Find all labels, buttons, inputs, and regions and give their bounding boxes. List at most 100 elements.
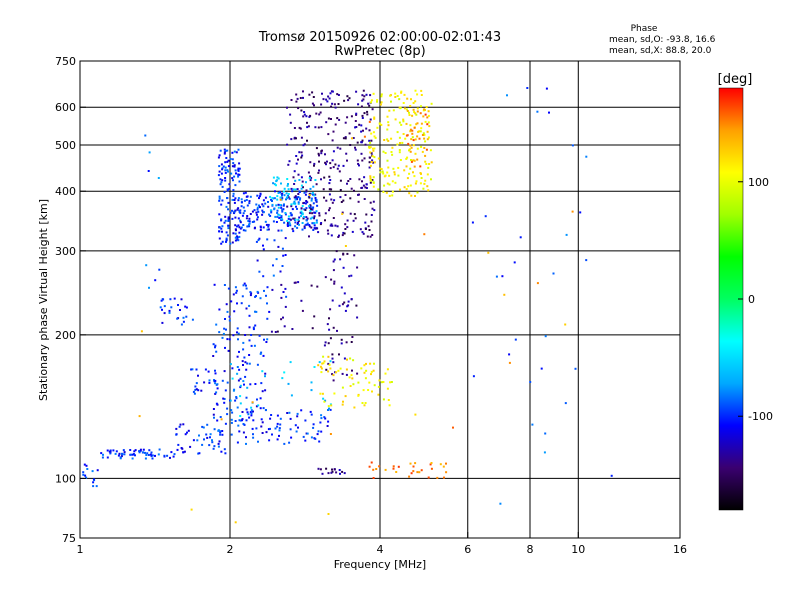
data-point — [239, 211, 242, 214]
data-point — [323, 196, 325, 199]
data-point — [308, 194, 311, 196]
data-point — [352, 219, 355, 222]
data-point — [277, 229, 280, 232]
data-point — [290, 138, 293, 141]
data-point — [248, 223, 250, 226]
data-point — [234, 184, 237, 187]
data-point — [331, 468, 333, 471]
data-point — [229, 363, 232, 366]
data-point — [204, 368, 207, 371]
data-point — [262, 211, 265, 214]
data-point — [318, 440, 321, 443]
data-point — [227, 170, 229, 173]
data-point — [292, 230, 295, 233]
data-point — [370, 220, 373, 223]
y-tick-label: 300 — [55, 245, 76, 258]
data-point — [339, 367, 342, 370]
data-point — [281, 265, 284, 267]
data-point — [424, 140, 427, 143]
data-point — [285, 192, 288, 195]
y-tick-label: 200 — [55, 329, 76, 342]
data-point — [267, 201, 269, 203]
data-point — [276, 414, 279, 417]
data-point — [409, 184, 412, 187]
x-tick-label: 2 — [227, 543, 234, 556]
data-point — [501, 275, 504, 278]
data-point — [365, 127, 368, 130]
data-point — [235, 151, 238, 154]
data-point — [357, 381, 360, 384]
data-point — [242, 284, 245, 287]
data-point — [201, 443, 204, 446]
data-point — [317, 467, 320, 470]
data-point — [345, 373, 348, 376]
data-point — [331, 470, 334, 473]
data-point — [357, 193, 359, 196]
data-point — [324, 341, 327, 344]
data-point — [408, 114, 411, 116]
data-point — [134, 449, 137, 452]
data-point — [361, 117, 364, 119]
data-point — [585, 155, 588, 158]
data-point — [424, 179, 427, 182]
data-point — [179, 309, 181, 311]
data-point — [357, 200, 360, 203]
data-point — [310, 389, 313, 392]
data-point — [373, 117, 376, 120]
data-point — [305, 216, 308, 219]
data-point — [565, 233, 568, 236]
data-point — [223, 221, 226, 224]
data-point — [380, 95, 383, 98]
data-point — [237, 173, 240, 176]
data-point — [344, 245, 347, 247]
data-point — [324, 219, 326, 222]
data-point — [318, 169, 320, 172]
data-point — [368, 104, 371, 107]
data-point — [311, 207, 314, 210]
data-point — [309, 187, 312, 190]
data-point — [365, 93, 368, 96]
data-point — [382, 172, 385, 175]
data-point — [430, 102, 433, 105]
data-point — [225, 303, 228, 306]
data-point — [269, 209, 272, 212]
data-point — [282, 316, 284, 319]
data-point — [301, 228, 304, 231]
data-point — [212, 408, 215, 410]
data-point — [343, 472, 346, 475]
data-point — [348, 132, 351, 135]
data-point — [198, 434, 200, 437]
data-point — [248, 222, 251, 225]
data-point — [361, 94, 364, 97]
data-point — [271, 197, 274, 199]
data-point — [281, 192, 284, 195]
data-point — [225, 239, 228, 242]
data-point — [248, 314, 251, 317]
data-point — [471, 221, 474, 224]
data-point — [392, 465, 395, 468]
data-point — [368, 146, 371, 149]
data-point — [368, 129, 371, 132]
data-point — [362, 389, 365, 392]
data-point — [369, 175, 372, 178]
data-point — [280, 229, 283, 232]
data-point — [227, 208, 229, 211]
data-point — [427, 136, 430, 139]
data-point — [214, 344, 217, 347]
data-point — [362, 129, 364, 132]
data-point — [245, 217, 248, 220]
data-point — [423, 137, 426, 140]
data-point — [313, 222, 316, 225]
data-point — [372, 161, 375, 164]
data-point — [218, 170, 221, 173]
data-point — [233, 175, 236, 178]
data-point — [296, 223, 299, 225]
data-point — [294, 218, 297, 221]
data-point — [271, 203, 274, 206]
data-point — [286, 225, 289, 227]
data-point — [234, 239, 237, 242]
data-point — [227, 216, 230, 219]
data-point — [368, 166, 371, 169]
data-point — [452, 426, 454, 429]
